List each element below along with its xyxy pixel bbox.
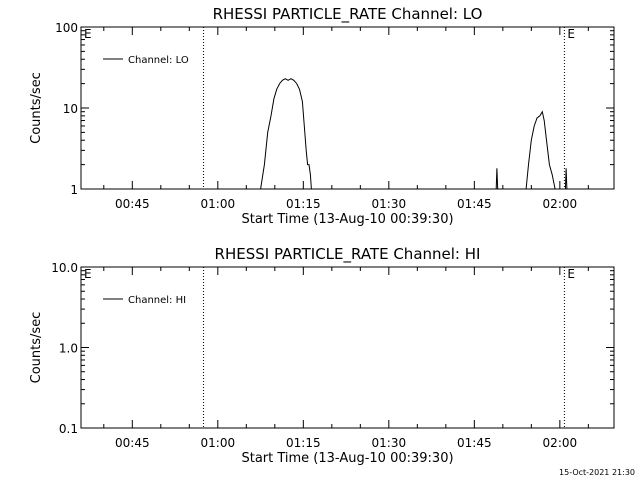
- y-axis-label: Counts/sec: [29, 312, 44, 384]
- x-axis-label: Start Time (13-Aug-10 00:39:30): [241, 212, 453, 227]
- x-tick-label: 01:00: [201, 197, 236, 211]
- plot-frame: [80, 266, 615, 429]
- y-tick-label: 100: [55, 21, 78, 35]
- chart-title: RHESSI PARTICLE_RATE Channel: LO: [213, 5, 483, 24]
- x-tick-label: 02:00: [543, 436, 578, 450]
- x-tick-label: 01:45: [457, 197, 492, 211]
- legend-label: Channel: LO: [128, 55, 189, 66]
- x-tick-label: 00:45: [115, 197, 150, 211]
- x-tick-label: 01:45: [457, 436, 492, 450]
- hi-channel-panel: RHESSI PARTICLE_RATE Channel: HI 00:45 01:…: [29, 245, 615, 466]
- event-marker-label: E: [84, 267, 92, 281]
- event-marker-label: E: [84, 27, 92, 41]
- lo-channel-panel: RHESSI PARTICLE_RATE Channel: LO 00:45 01:…: [29, 5, 615, 227]
- x-tick-label: 02:00: [543, 197, 578, 211]
- y-axis-label: Counts/sec: [29, 72, 44, 144]
- event-marker-label: E: [567, 267, 575, 281]
- series-line: [564, 168, 568, 190]
- x-tick-label: 01:15: [286, 197, 321, 211]
- y-tick-label: 10: [63, 102, 78, 116]
- x-tick-label: 01:15: [286, 436, 321, 450]
- x-tick-label: 01:30: [372, 436, 407, 450]
- footer-timestamp: 15-Oct-2021 21:30: [559, 468, 635, 477]
- y-tick-label: 1.0: [59, 342, 78, 356]
- chart-title: RHESSI PARTICLE_RATE Channel: HI: [215, 245, 481, 264]
- x-tick-label: 01:30: [372, 197, 407, 211]
- y-tick-label: 10.0: [51, 261, 78, 275]
- event-marker-label: E: [567, 27, 575, 41]
- x-tick-label: 01:00: [201, 436, 236, 450]
- series-line: [260, 78, 312, 190]
- series-line: [525, 110, 556, 190]
- series-line: [495, 168, 499, 190]
- x-axis-label: Start Time (13-Aug-10 00:39:30): [241, 451, 453, 466]
- y-tick-label: 0.1: [59, 422, 78, 436]
- x-tick-label: 00:45: [115, 436, 150, 450]
- plot-frame: [80, 26, 615, 190]
- y-tick-label: 1: [70, 183, 78, 197]
- legend-label: Channel: HI: [128, 295, 186, 306]
